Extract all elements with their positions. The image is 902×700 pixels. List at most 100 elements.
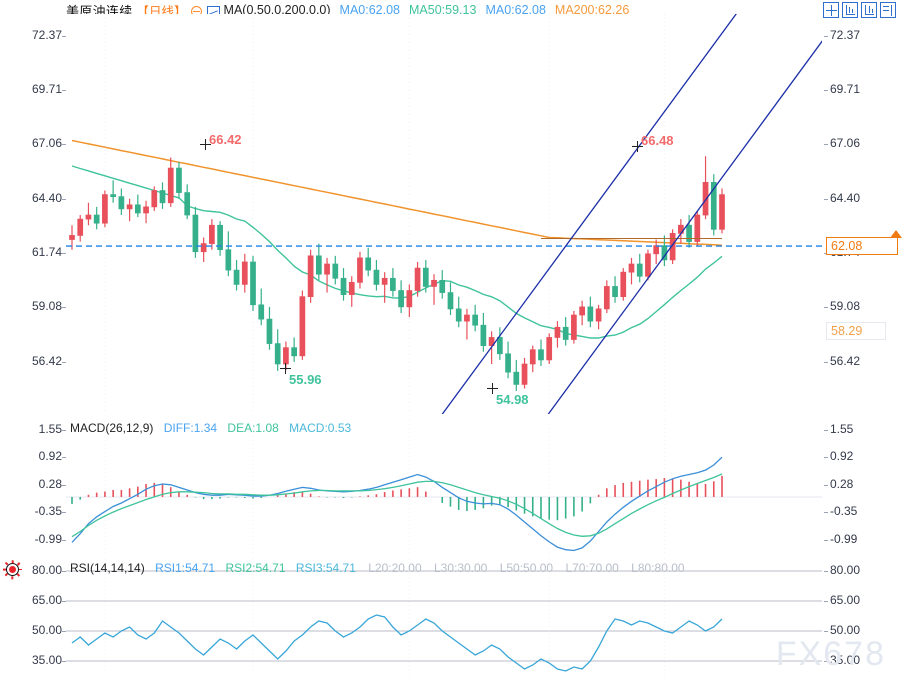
macd-value: MACD:0.53 — [289, 421, 352, 435]
watermark: FX678 — [775, 635, 886, 673]
rsi-header: RSI(14,14,14) RSI1:54.71 RSI2:54.71 RSI3… — [70, 561, 685, 575]
axis-tick-label: 80.00 — [31, 563, 62, 577]
rsi-chart-svg — [66, 558, 822, 676]
axis-tick-label: 50.00 — [830, 623, 861, 637]
axis-tick-label: 0.28 — [38, 476, 62, 491]
rsi-chart-pane[interactable] — [66, 558, 822, 676]
axis-tick-mark — [824, 661, 828, 662]
rsi2-value: RSI2:54.71 — [225, 561, 286, 575]
axis-tick-mark — [62, 571, 66, 572]
ma200-value: MA200:62.26 — [554, 3, 630, 17]
axis-tick-mark — [62, 631, 66, 632]
rsi-level-50: L50:50.00 — [499, 561, 554, 575]
axis-tick-label: 0.92 — [830, 449, 854, 464]
axis-tick-label: 65.00 — [31, 593, 62, 607]
sun-ray — [11, 559, 14, 563]
macd-header: MACD(26,12,9) DIFF:1.34 DEA:1.08 MACD:0.… — [70, 421, 351, 435]
axis-tick-mark — [824, 198, 828, 200]
axis-tick-label: 59.08 — [830, 299, 861, 314]
axis-tick-label: 64.40 — [830, 190, 861, 205]
axis-tick-mark — [62, 601, 66, 602]
bottom-bar: 日线 ▲ 2025/092025/102025/112025/122026/01 — [0, 677, 902, 700]
sun-ray — [5, 573, 9, 577]
axis-tick-label: 67.06 — [31, 136, 62, 151]
rsi-level-30: L30:30.00 — [433, 561, 488, 575]
indicator-settings-sun-icon[interactable] — [2, 559, 23, 580]
axis-tick-mark — [824, 484, 828, 486]
axis-tick-label: 0.92 — [38, 449, 62, 464]
axis-tick-mark — [824, 307, 828, 309]
axis-tick-mark — [62, 307, 66, 309]
axis-tick-mark — [62, 144, 66, 146]
axis-tick-label: 69.71 — [31, 82, 62, 97]
axis-tick-label: 1.55 — [38, 421, 62, 436]
macd-chart-svg — [66, 420, 822, 554]
chart-header: 美原油连续 【日线】 MA(0,50,0,200,0,0) MA0:62.08 … — [0, 0, 902, 20]
annotation-high-66-48: 66.48 — [641, 133, 674, 148]
annotation-low-55-96: 55.96 — [289, 372, 322, 387]
axis-tick-label: -0.99 — [34, 531, 62, 546]
sun-ray — [16, 562, 20, 566]
current-price-box[interactable]: 62.08 — [826, 237, 898, 255]
axis-tick-mark — [824, 429, 828, 431]
rsi-title: RSI(14,14,14) — [70, 561, 145, 575]
axis-tick-mark — [62, 198, 66, 200]
axis-tick-mark — [62, 90, 66, 92]
axis-tick-label: 0.28 — [830, 476, 854, 491]
axis-tick-label: -0.99 — [830, 531, 858, 546]
sun-ray — [11, 576, 14, 580]
axis-tick-mark — [62, 457, 66, 459]
chart-toolbar — [823, 2, 896, 18]
axis-tick-mark — [824, 90, 828, 92]
axis-tick-label: 64.40 — [31, 190, 62, 205]
crosshair-move-icon[interactable] — [823, 2, 839, 18]
axis-tick-mark — [824, 601, 828, 602]
axis-tick-label: 69.71 — [830, 82, 861, 97]
axis-tick-label: 50.00 — [31, 623, 62, 637]
axis-tick-label: 65.00 — [830, 593, 861, 607]
axis-tick-mark — [824, 539, 828, 541]
sun-ray — [2, 568, 6, 571]
axis-tick-mark — [824, 512, 828, 514]
macd-dea: DEA:1.08 — [227, 421, 279, 435]
axis-tick-mark — [62, 429, 66, 431]
rsi3-value: RSI3:54.71 — [295, 561, 356, 575]
axis-tick-label: 1.55 — [830, 421, 854, 436]
axis-tick-mark — [824, 571, 828, 572]
macd-chart-pane[interactable] — [66, 420, 822, 554]
panel-toggle-icon[interactable] — [880, 2, 896, 18]
ma0-value-2: MA0:62.08 — [485, 3, 546, 17]
axis-tick-mark — [824, 457, 828, 459]
axis-tick-label: 67.06 — [830, 136, 861, 151]
price-chart-pane[interactable] — [66, 14, 822, 414]
axis-tick-mark — [824, 36, 828, 38]
axis-tick-label: 56.42 — [830, 353, 861, 368]
macd-diff: DIFF:1.34 — [163, 421, 218, 435]
axis-tick-label: 59.08 — [31, 299, 62, 314]
rsi-level-80: L80:80.00 — [631, 561, 685, 575]
axis-tick-label: 80.00 — [830, 563, 861, 577]
axis-tick-mark — [824, 361, 828, 363]
ma50-value: MA50:59.13 — [409, 3, 477, 17]
chart-scale-left-icon[interactable] — [842, 2, 858, 18]
axis-tick-label: 72.37 — [31, 28, 62, 43]
chart-scale-right-icon[interactable] — [861, 2, 877, 18]
annotation-low-54-98: 54.98 — [496, 392, 529, 407]
axis-tick-mark — [62, 484, 66, 486]
axis-tick-mark — [62, 661, 66, 662]
ma0-value: MA0:62.08 — [339, 3, 401, 17]
axis-tick-mark — [824, 144, 828, 146]
current-price-arrow-icon — [890, 230, 902, 238]
axis-tick-mark — [62, 512, 66, 514]
rsi-level-20: L20:20.00 — [368, 561, 422, 575]
axis-tick-label: 72.37 — [830, 28, 861, 43]
secondary-price-box[interactable]: 58.29 — [826, 322, 886, 340]
rsi-level-70: L70:70.00 — [565, 561, 619, 575]
price-chart-svg — [66, 14, 822, 414]
sun-ray — [19, 568, 23, 571]
axis-tick-label: 61.74 — [31, 244, 62, 259]
axis-tick-label: 56.42 — [31, 353, 62, 368]
axis-tick-label: -0.35 — [830, 504, 858, 519]
axis-tick-mark — [62, 252, 66, 254]
